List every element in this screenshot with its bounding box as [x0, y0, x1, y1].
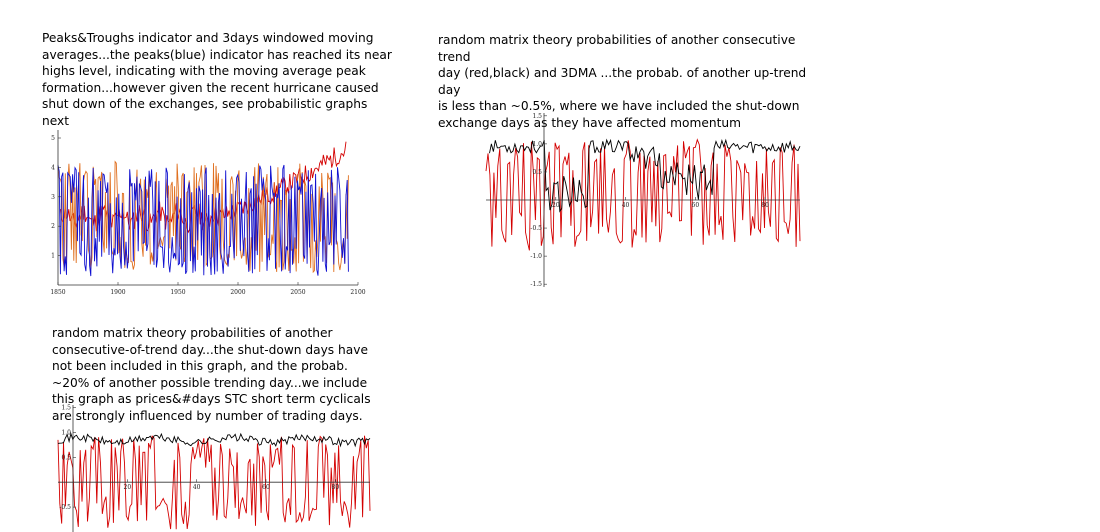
x-tick-label: 1950 [170, 289, 185, 296]
y-tick-label: 2 [51, 223, 55, 230]
rmt-probability-chart: 20 40 60 80 -1.5 -1.0 -0.5 0.5 1.0 1.5 [485, 113, 801, 288]
y-tick-label: -0.5 [59, 504, 71, 511]
x-tick-label: 40 [622, 202, 630, 209]
series-line-3 [57, 164, 349, 277]
x-tick-label: 80 [761, 202, 769, 209]
x-tick-label: 60 [692, 202, 700, 209]
y-tick-label: -1.0 [530, 253, 542, 260]
series-line-2 [489, 138, 801, 213]
y-tick-label: 0.5 [532, 169, 542, 176]
x-tick-label: 2100 [350, 289, 365, 296]
series-line-2 [57, 432, 371, 448]
x-tick-label: 80 [332, 484, 340, 491]
x-tick-label: 40 [193, 484, 201, 491]
series-line-1 [57, 435, 371, 530]
caption-rmt-consecutive: random matrix theory probabilities of an… [52, 326, 371, 423]
x-tick-label: 60 [262, 484, 270, 491]
y-tick-label: 5 [51, 135, 55, 142]
y-tick-label: 0.5 [61, 454, 71, 461]
y-tick-label: -1.5 [530, 281, 542, 288]
x-tick-label: 20 [124, 484, 132, 491]
y-tick-label: 3 [51, 194, 55, 201]
series-line-1 [485, 138, 801, 251]
caption-peaks-troughs: Peaks&Troughs indicator and 3days window… [42, 31, 392, 128]
y-tick-label: 1.5 [61, 404, 71, 411]
peaks-troughs-chart: 1850 1900 1950 2000 2050 2100 1 2 3 4 5 [50, 130, 366, 296]
y-tick-label: -0.5 [530, 225, 542, 232]
y-tick-label: 1.5 [532, 113, 542, 120]
x-tick-label: 2000 [230, 289, 245, 296]
y-tick-label: 1.0 [532, 141, 542, 148]
caption-rmt-probabilities: random matrix theory probabilities of an… [438, 33, 807, 130]
x-tick-label: 1900 [110, 289, 125, 296]
x-tick-label: 1850 [50, 289, 65, 296]
y-tick-label: 1 [51, 253, 55, 260]
x-tick-label: 20 [552, 202, 560, 209]
y-tick-label: 4 [51, 164, 55, 171]
y-tick-label: 1.0 [61, 429, 71, 436]
x-tick-label: 2050 [290, 289, 305, 296]
rmt-consecutive-chart: 20 40 60 80 -0.5 0.5 1.0 1.5 [57, 404, 371, 532]
